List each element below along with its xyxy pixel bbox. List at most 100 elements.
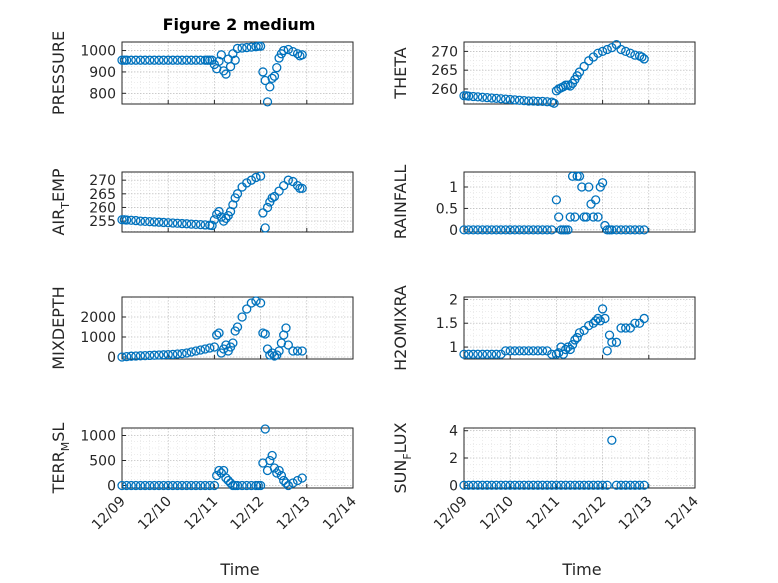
data-point bbox=[163, 349, 173, 360]
data-point bbox=[200, 220, 210, 230]
data-point bbox=[621, 225, 631, 235]
data-point bbox=[542, 225, 552, 235]
data-point bbox=[630, 318, 640, 328]
data-point bbox=[563, 225, 573, 235]
data-point bbox=[216, 468, 226, 478]
data-point bbox=[279, 45, 289, 56]
axes-frame bbox=[463, 427, 696, 489]
subplot-h2omixra: 1 1.5 2 H2OMIXRA bbox=[391, 285, 696, 371]
data-point bbox=[625, 225, 635, 235]
y-tick-label: 1 bbox=[449, 180, 458, 196]
data-point bbox=[482, 349, 492, 359]
data-point bbox=[625, 480, 635, 490]
data-point bbox=[191, 480, 201, 491]
data-point bbox=[607, 337, 617, 347]
y-tick-label: 270 bbox=[431, 44, 458, 60]
y-tick-label: 0 bbox=[107, 479, 116, 495]
x-tick-label: 12/11 bbox=[181, 494, 221, 534]
data-point bbox=[195, 480, 206, 491]
data-point bbox=[579, 480, 589, 490]
data-point bbox=[221, 473, 231, 483]
data-point bbox=[584, 182, 594, 192]
y-tick-label: 260 bbox=[89, 200, 116, 216]
data-point bbox=[258, 67, 268, 77]
data-point bbox=[158, 217, 169, 228]
data-point bbox=[560, 480, 571, 490]
data-point bbox=[177, 480, 187, 491]
data-point bbox=[126, 480, 136, 491]
data-point bbox=[482, 225, 492, 235]
data-point bbox=[584, 480, 594, 490]
data-point bbox=[216, 50, 226, 60]
data-point bbox=[468, 480, 478, 490]
data-point bbox=[149, 55, 159, 65]
data-point bbox=[519, 95, 529, 106]
data-point bbox=[584, 320, 594, 331]
data-point bbox=[639, 54, 649, 64]
data-point bbox=[574, 328, 585, 338]
data-point bbox=[274, 465, 284, 476]
data-point bbox=[634, 225, 645, 235]
data-point bbox=[131, 55, 141, 65]
data-point bbox=[510, 480, 520, 490]
subplot-terr-msl: 0 500 1000 TERRMSL 12/09 12/10 12/11 12/12 12/13… bbox=[49, 423, 360, 534]
data-point bbox=[577, 182, 587, 192]
data-point bbox=[126, 215, 136, 225]
y-tick-label: 2000 bbox=[80, 310, 116, 326]
data-point bbox=[528, 225, 538, 235]
data-point bbox=[140, 350, 150, 361]
data-point bbox=[528, 480, 538, 490]
data-point bbox=[195, 55, 206, 65]
data-point bbox=[214, 206, 224, 217]
data-point bbox=[117, 352, 127, 362]
data-point bbox=[145, 216, 155, 227]
data-point bbox=[121, 351, 132, 362]
data-point bbox=[482, 92, 492, 103]
data-point bbox=[255, 480, 266, 491]
data-point bbox=[149, 480, 159, 491]
data-point bbox=[600, 313, 610, 324]
data-point bbox=[477, 92, 488, 102]
data-point bbox=[491, 480, 501, 490]
y-tick-label: 265 bbox=[89, 187, 116, 203]
data-point bbox=[168, 218, 178, 228]
axes-frame bbox=[463, 41, 696, 105]
data-point bbox=[551, 480, 562, 490]
data-point bbox=[260, 424, 270, 434]
data-point bbox=[491, 93, 501, 104]
data-point bbox=[200, 344, 210, 354]
data-point bbox=[491, 349, 501, 359]
data-point bbox=[556, 480, 566, 490]
data-point bbox=[182, 55, 192, 65]
data-point bbox=[145, 55, 155, 65]
data-point bbox=[591, 195, 601, 205]
data-point bbox=[519, 480, 529, 490]
data-point bbox=[537, 225, 548, 235]
y-tick-label: 255 bbox=[89, 214, 116, 230]
data-point bbox=[297, 183, 307, 194]
data-point bbox=[496, 225, 506, 235]
data-point bbox=[473, 92, 483, 102]
data-point bbox=[195, 219, 206, 230]
data-point bbox=[602, 346, 612, 356]
data-point bbox=[221, 213, 231, 224]
data-point bbox=[267, 193, 277, 203]
axes-frame bbox=[121, 296, 354, 360]
data-point bbox=[223, 475, 233, 486]
data-point bbox=[262, 97, 273, 107]
x-tick-label: 12/14 bbox=[662, 493, 702, 533]
data-point bbox=[191, 55, 201, 65]
data-point bbox=[255, 171, 266, 181]
data-point bbox=[537, 480, 548, 490]
data-point bbox=[505, 225, 515, 235]
data-point bbox=[496, 94, 506, 104]
data-point bbox=[242, 304, 252, 314]
data-point bbox=[168, 480, 178, 491]
data-point bbox=[135, 480, 146, 491]
y-tick-label: 800 bbox=[89, 86, 116, 102]
data-point bbox=[510, 346, 520, 356]
y-tick-label: 0 bbox=[449, 223, 458, 239]
data-point bbox=[117, 480, 127, 491]
data-point bbox=[228, 49, 238, 59]
data-point bbox=[565, 81, 575, 91]
